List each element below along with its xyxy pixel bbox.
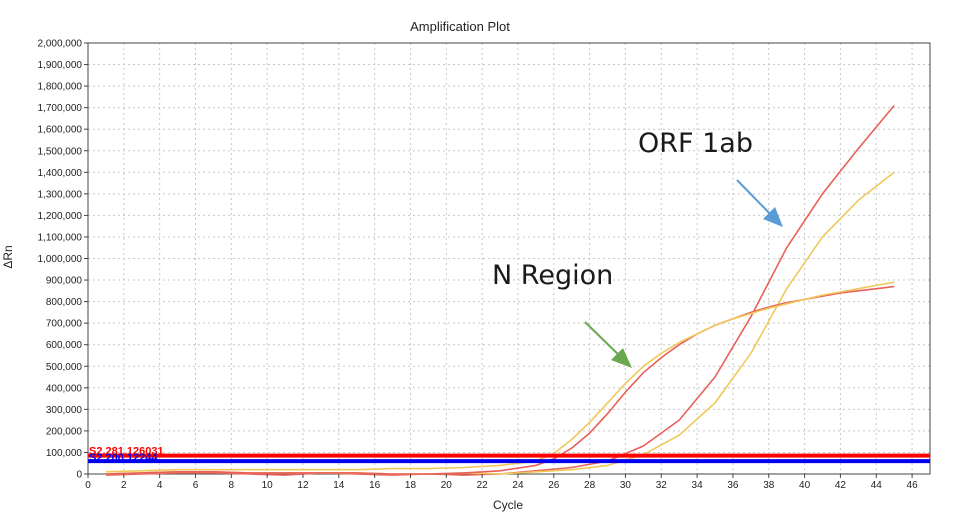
- y-tick-label: 900,000: [46, 276, 83, 287]
- x-tick-label: 32: [656, 480, 668, 491]
- x-tick-label: 38: [763, 480, 775, 491]
- y-tick-label: 1,800,000: [38, 82, 83, 93]
- orf1ab-annotation: ORF 1ab: [638, 128, 753, 159]
- y-tick-label: 500,000: [46, 362, 83, 373]
- y-tick-label: 1,600,000: [38, 125, 83, 136]
- x-tick-label: 16: [369, 480, 381, 491]
- x-tick-label: 30: [620, 480, 632, 491]
- x-tick-label: 44: [871, 480, 883, 491]
- y-tick-label: 1,500,000: [38, 146, 83, 157]
- y-tick-label: 1,400,000: [38, 168, 83, 179]
- chart-title: Amplification Plot: [410, 19, 510, 34]
- y-tick-label: 100,000: [46, 448, 83, 459]
- y-tick-label: 800,000: [46, 297, 83, 308]
- threshold-label-1: S2,281.126031: [89, 446, 164, 458]
- y-tick-label: 400,000: [46, 383, 83, 394]
- x-tick-label: 18: [405, 480, 417, 491]
- x-tick-label: 22: [477, 480, 489, 491]
- y-tick-label: 600,000: [46, 340, 83, 351]
- y-axis-label: ΔRn: [1, 245, 15, 268]
- y-tick-label: 1,000,000: [38, 254, 83, 265]
- x-axis-label: Cycle: [493, 498, 523, 512]
- y-tick-label: 2,000,000: [38, 39, 83, 50]
- y-tick-label: 1,100,000: [38, 232, 83, 243]
- n-region-arrowhead-icon: [611, 348, 632, 368]
- n-region-annotation: N Region: [492, 260, 613, 291]
- x-tick-label: 8: [229, 480, 235, 491]
- x-tick-label: 24: [512, 480, 524, 491]
- orf1ab-arrowhead-icon: [763, 207, 783, 227]
- x-tick-label: 36: [727, 480, 739, 491]
- x-tick-label: 26: [548, 480, 560, 491]
- x-tick-label: 34: [692, 480, 704, 491]
- x-tick-label: 14: [333, 480, 345, 491]
- x-tick-label: 10: [262, 480, 274, 491]
- y-tick-label: 1,700,000: [38, 103, 83, 114]
- annotation-layer: ORF 1ab N Region: [492, 128, 783, 368]
- grid: [87, 42, 930, 475]
- y-tick-label: 300,000: [46, 405, 83, 416]
- y-tick-label: 1,300,000: [38, 189, 83, 200]
- y-tick-label: 1,200,000: [38, 211, 83, 222]
- y-tick-label: 200,000: [46, 426, 83, 437]
- x-tick-label: 20: [441, 480, 453, 491]
- x-tick-label: 2: [121, 480, 127, 491]
- x-tick-label: 12: [297, 480, 309, 491]
- x-tick-label: 4: [157, 480, 163, 491]
- x-tick-label: 6: [193, 480, 199, 491]
- x-tick-label: 46: [907, 480, 919, 491]
- x-tick-label: 40: [799, 480, 811, 491]
- y-tick-label: 700,000: [46, 319, 83, 330]
- y-tick-label: 1,900,000: [38, 60, 83, 71]
- threshold-label-2: S2,200.12244: [89, 452, 158, 464]
- x-tick-label: 42: [835, 480, 847, 491]
- series-layer: [105, 104, 895, 476]
- x-tick-label: 28: [584, 480, 596, 491]
- y-tick-label: 0: [76, 470, 82, 481]
- y-axis-ticks: 0 100,000 200,000 300,000 400,000 500,000 600,…: [38, 39, 88, 481]
- amplification-curve-4: [105, 281, 895, 473]
- x-tick-label: 0: [85, 480, 91, 491]
- x-axis-ticks: 0 2 4 6 8 10 12 14 16 18 20 22 24 26 28 30 32 34 36 38 40 42 4…: [85, 474, 918, 491]
